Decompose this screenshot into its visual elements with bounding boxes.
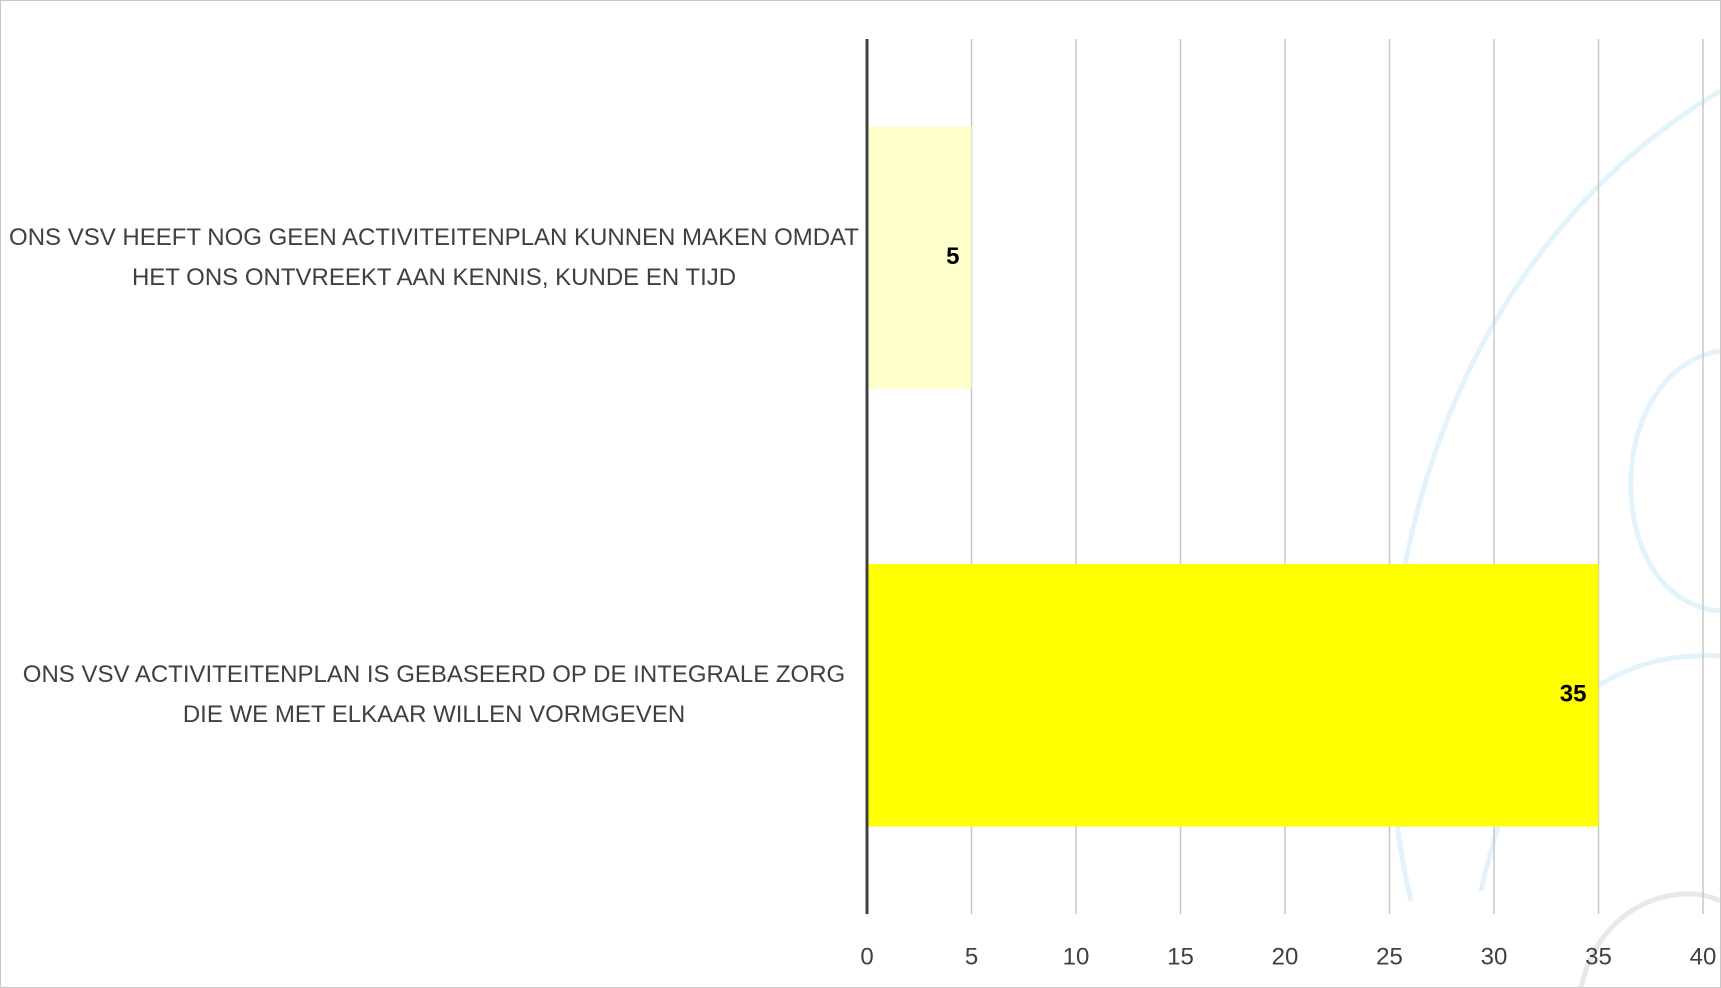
x-tick-label: 35 [1585,943,1612,970]
x-tick-label: 25 [1376,943,1403,970]
x-tick-label: 15 [1167,943,1194,970]
x-tick-label: 0 [860,943,873,970]
x-tick-label: 5 [965,943,978,970]
bar [867,564,1599,827]
x-tick-label: 20 [1272,943,1299,970]
category-label: ONS VSV ACTIVITEITENPLAN IS GEBASEERD OP… [22,661,846,729]
data-label: 35 [1560,681,1587,708]
x-tick-label: 30 [1481,943,1508,970]
background-decoration [1578,891,1720,987]
category-label: ONS VSV HEEFT NOG GEEN ACTIVITEITENPLAN … [9,223,859,291]
data-label: 5 [946,243,959,270]
x-tick-label: 40 [1690,943,1717,970]
bar [867,126,972,389]
x-tick-label: 10 [1063,943,1090,970]
